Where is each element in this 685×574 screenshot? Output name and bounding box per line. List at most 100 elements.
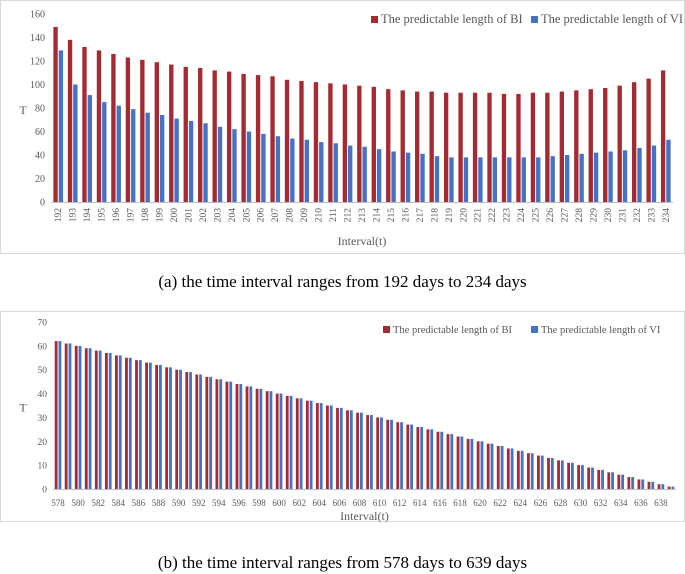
x-tick-label: 226	[546, 208, 556, 223]
bar-vi	[169, 367, 172, 489]
bar-vi	[179, 369, 182, 489]
y-tick-label: 40	[35, 151, 45, 162]
bar-bi	[647, 481, 651, 489]
x-tick-label: 616	[433, 498, 447, 508]
bar-bi	[376, 417, 380, 489]
bar-bi	[169, 64, 174, 202]
x-tick-label: 212	[344, 208, 354, 223]
bar-bi	[588, 89, 593, 202]
x-tick-label: 210	[315, 208, 325, 223]
x-tick-label: 632	[594, 498, 608, 508]
x-tick-label: 590	[172, 498, 186, 508]
y-tick-label: 20	[38, 438, 48, 448]
bar-vi	[58, 50, 64, 202]
bar-bi	[342, 84, 348, 202]
y-tick-label: 40	[38, 390, 48, 400]
x-tick-label: 197	[127, 208, 137, 223]
bar-vi	[581, 465, 584, 489]
x-tick-label: 195	[98, 208, 108, 223]
x-tick-label: 230	[604, 208, 614, 223]
bar-vi	[410, 424, 414, 489]
bar-vi	[188, 120, 194, 202]
bar-bi	[154, 62, 159, 202]
bar-vi	[339, 407, 343, 489]
bar-bi	[557, 460, 560, 489]
x-tick-label: 225	[532, 208, 542, 223]
x-tick-label: 203	[213, 208, 223, 223]
caption-a: (a) the time interval ranges from 192 da…	[158, 272, 527, 291]
x-tick-label: 628	[554, 498, 568, 508]
bar-vi	[128, 357, 132, 489]
bar-vi	[460, 436, 464, 489]
legend-label-bi: The predictable length of BI	[393, 325, 512, 336]
bar-vi	[279, 393, 283, 489]
bar-vi	[319, 403, 323, 489]
bar-vi	[510, 448, 514, 489]
x-tick-label: 580	[71, 498, 85, 508]
bar-bi	[559, 91, 565, 202]
bar-vi	[400, 422, 403, 489]
bar-vi	[570, 462, 574, 489]
bar-vi	[145, 112, 150, 202]
bar-vi	[540, 455, 544, 489]
legend-label-vi: The predictable length of VI	[541, 12, 683, 26]
bar-bi	[446, 434, 450, 489]
bar-vi	[189, 372, 192, 489]
bar-vi	[611, 472, 614, 489]
bar-vi	[593, 152, 599, 202]
x-tick-label: 612	[393, 498, 407, 508]
bar-vi	[229, 381, 233, 489]
bar-vi	[370, 415, 373, 489]
x-tick-label: 229	[589, 208, 599, 223]
x-tick-label: 233	[647, 208, 657, 223]
x-tick-label: 204	[228, 208, 238, 223]
bar-vi	[333, 143, 338, 202]
chart-panel-a: 0 20 40 60 80 100 120 140 160 192 193 194 195 196 197 1…	[0, 0, 685, 254]
bar-bi	[396, 422, 400, 489]
x-tick-label: 215	[387, 208, 397, 223]
bar-bi	[82, 46, 87, 203]
bar-vi	[565, 155, 570, 202]
bar-bi	[155, 364, 158, 489]
bar-bi	[255, 75, 261, 202]
x-tick-label: 224	[517, 208, 527, 223]
bar-bi	[96, 50, 102, 202]
bar-vi	[478, 157, 483, 202]
x-tick-label: 620	[473, 498, 487, 508]
bar-vi	[359, 412, 363, 489]
x-tick-label: 582	[91, 498, 105, 508]
bar-vi	[159, 364, 162, 489]
bar-bi	[506, 448, 510, 489]
y-tick-label: 80	[35, 104, 45, 115]
bar-bi	[436, 431, 440, 489]
x-tick-label: 209	[300, 208, 310, 223]
bar-vi	[199, 374, 203, 489]
x-tick-label: 206	[257, 208, 267, 223]
x-tick-label: 205	[242, 208, 252, 223]
bar-bi	[587, 467, 591, 489]
x-tick-label: 214	[372, 208, 382, 223]
x-tick-label: 207	[271, 208, 281, 223]
bar-vi	[209, 376, 213, 489]
bar-bi	[516, 93, 521, 202]
bar-vi	[232, 129, 237, 202]
bar-vi	[420, 426, 424, 489]
bar-bi	[597, 469, 601, 489]
bar-bi	[328, 83, 333, 202]
bar-vi	[641, 479, 645, 489]
bar-bi	[486, 443, 490, 489]
x-tick-label: 638	[654, 498, 668, 508]
x-tick-label: 193	[69, 208, 79, 223]
x-tick-label: 198	[141, 208, 151, 223]
bar-vi	[304, 139, 309, 202]
x-tick-label: 234	[662, 208, 672, 223]
bar-vi	[651, 145, 657, 202]
bar-vi	[560, 460, 564, 489]
bar-vi	[550, 156, 555, 202]
x-tick-label: 610	[373, 498, 387, 508]
bar-bi	[326, 405, 329, 489]
bar-bi	[336, 407, 339, 489]
bar-vi	[420, 153, 425, 202]
y-tick-label: 0	[40, 198, 45, 209]
bar-bi	[617, 474, 621, 489]
